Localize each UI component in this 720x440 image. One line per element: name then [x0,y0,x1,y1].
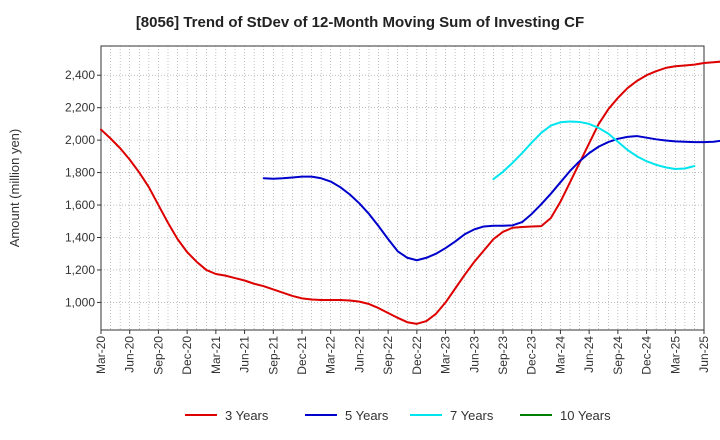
x-tick-label: Dec-21 [295,336,309,375]
legend-label: 3 Years [225,408,269,423]
x-tick-label: Jun-22 [352,336,366,373]
x-tick-label: Dec-24 [640,336,654,375]
series-line-7-years [492,120,696,181]
x-tick-label: Sep-23 [496,336,510,375]
x-tick-label: Dec-23 [525,336,539,375]
x-tick-label: Mar-25 [668,336,682,374]
legend-label: 7 Years [450,408,494,423]
y-tick-label: 1,600 [65,198,95,212]
y-tick-label: 1,400 [65,230,95,244]
y-tick-label: 2,000 [65,133,95,147]
x-tick-label: Mar-20 [94,336,108,374]
grid-layer [101,46,704,330]
x-tick-label: Sep-21 [266,336,280,375]
chart-title: [8056] Trend of StDev of 12-Month Moving… [135,14,585,31]
x-tick-label: Dec-22 [410,336,424,375]
plot-frame [100,45,705,331]
y-axis-title: Amount (million yen) [7,129,22,248]
x-tick-label: Jun-20 [123,336,137,373]
x-tick-label: Jun-23 [467,336,481,373]
legend: 3 Years 5 Years 7 Years 10 Years [185,408,611,423]
y-tick-label: 1,000 [65,295,95,309]
y-tick-label: 2,200 [65,101,95,115]
x-tick-label: Mar-24 [553,336,567,374]
x-tick-label: Dec-20 [180,336,194,375]
legend-label: 5 Years [345,408,389,423]
x-tick-label: Mar-22 [324,336,338,374]
x-tick-label: Sep-24 [611,336,625,375]
y-tick-label: 1,800 [65,166,95,180]
legend-label: 10 Years [560,408,611,423]
x-tick-label: Sep-22 [381,336,395,375]
x-tick-label: Sep-20 [151,336,165,375]
x-tick-label: Jun-21 [238,336,252,373]
x-tick-label: Mar-23 [439,336,453,374]
y-tick-label: 2,400 [65,68,95,82]
series-line-3-years [100,60,720,325]
y-axis-ticks: 1,000 1,200 1,400 1,600 1,800 2,000 2,200 2,400 [65,68,101,309]
x-tick-label: Mar-21 [209,336,223,374]
x-tick-label: Jun-24 [582,336,596,373]
y-tick-label: 1,200 [65,263,95,277]
series-layer [100,60,720,325]
x-axis-ticks: Mar-20 Jun-20 Sep-20 Dec-20 Mar-21 Jun-21 Sep-… [94,330,711,375]
x-tick-label: Jun-25 [697,336,711,373]
series-line-5-years [262,135,720,262]
